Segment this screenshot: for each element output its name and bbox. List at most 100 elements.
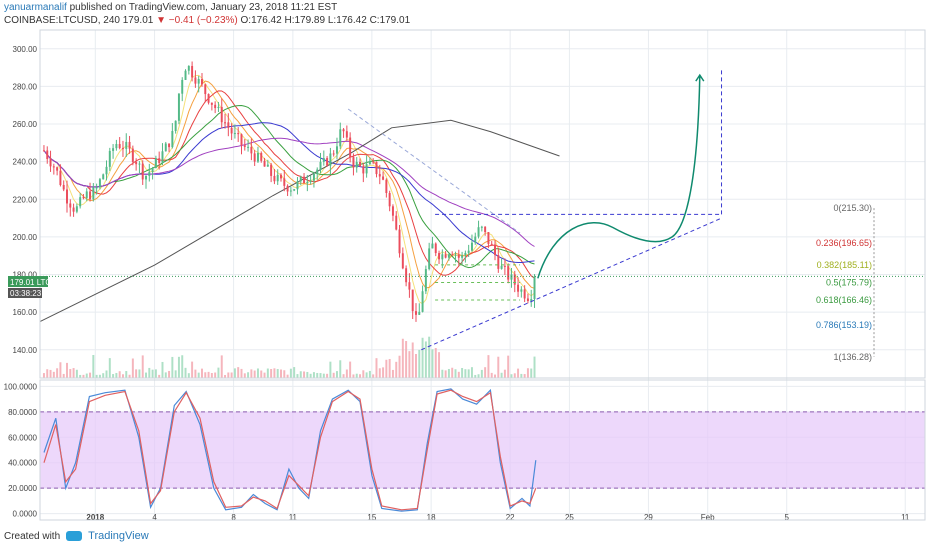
candle-body <box>329 153 332 166</box>
volume-bar <box>385 359 388 378</box>
candle-body <box>474 236 477 243</box>
volume-bar <box>56 368 59 378</box>
author-link[interactable]: yanuarmanalif <box>4 2 67 13</box>
candle-body <box>405 268 408 283</box>
candle-body <box>62 184 65 190</box>
candle-body <box>523 289 526 299</box>
fib-level-label: 0.382(185.11) <box>817 260 872 270</box>
volume-bar <box>270 368 273 378</box>
volume-bar <box>260 370 263 378</box>
stoch-tick-label: 80.0000 <box>8 408 37 417</box>
moving-average-line <box>43 137 535 247</box>
volume-bar <box>405 341 408 378</box>
candle-body <box>470 242 473 251</box>
volume-bar <box>220 355 223 378</box>
volume-bar <box>108 358 111 378</box>
volume-bar <box>401 338 404 378</box>
high-label: H: <box>284 15 295 26</box>
candle-body <box>388 193 391 207</box>
volume-bar <box>151 369 154 378</box>
x-tick-label: 11 <box>289 513 298 522</box>
volume-bar <box>372 374 375 378</box>
candle-body <box>418 311 421 315</box>
volume-bar <box>451 367 454 378</box>
candle-body <box>408 282 411 290</box>
volume-bar <box>349 361 352 378</box>
volume-bar <box>164 372 167 378</box>
volume-bar <box>276 369 279 378</box>
candle-body <box>194 77 197 84</box>
candle-body <box>52 166 55 168</box>
tradingview-brand[interactable]: TradingView <box>88 530 149 542</box>
y-tick-label: 180.00 <box>13 271 38 280</box>
candle-body <box>444 254 447 258</box>
volume-bar <box>461 368 464 378</box>
volume-bar <box>42 373 45 378</box>
candle-body <box>503 265 506 267</box>
published-text: published on TradingView.com, January 23… <box>69 2 338 13</box>
candle-body <box>200 79 203 85</box>
candle-body <box>240 134 243 146</box>
main-pane[interactable] <box>40 30 925 378</box>
volume-bar <box>503 369 506 378</box>
volume-bar <box>184 367 187 378</box>
volume-bar <box>191 361 194 378</box>
candle-body <box>125 141 128 149</box>
long-moving-average-line <box>39 119 560 323</box>
volume-bar <box>247 372 250 378</box>
volume-bar <box>171 356 174 378</box>
volume-bar <box>145 372 148 378</box>
candle-body <box>131 148 134 162</box>
y-tick-label: 160.00 <box>13 308 38 317</box>
volume-bar <box>517 368 520 378</box>
candle-body <box>467 250 470 253</box>
y-tick-label: 260.00 <box>13 120 38 129</box>
candle-body <box>520 289 523 292</box>
candle-body <box>421 291 424 312</box>
volume-bar <box>391 369 394 378</box>
volume-bar <box>62 373 65 378</box>
volume-bar <box>59 362 62 378</box>
candle-body <box>247 146 250 148</box>
volume-bar <box>424 341 427 378</box>
candle-body <box>141 163 144 180</box>
candle-body <box>89 191 92 200</box>
volume-bar <box>227 372 230 378</box>
tradingview-logo-icon[interactable] <box>66 531 83 541</box>
candle-body <box>335 146 338 154</box>
candle-body <box>296 181 299 190</box>
candle-body <box>171 130 174 148</box>
volume-bar <box>316 372 319 378</box>
volume-bar <box>135 369 138 378</box>
candle-body <box>480 226 483 228</box>
candle-body <box>253 153 256 162</box>
candle-body <box>362 166 365 174</box>
candle-body <box>359 161 362 167</box>
symbol-label[interactable]: COINBASE:LTCUSD, 240 <box>4 15 120 26</box>
candle-body <box>95 187 98 189</box>
volume-bar <box>411 342 414 378</box>
volume-bar <box>365 372 368 378</box>
candle-body <box>233 133 236 135</box>
stoch-tick-label: 60.0000 <box>8 433 37 442</box>
candle-body <box>161 151 164 163</box>
volume-bar <box>470 367 473 378</box>
main-pane-border <box>39 29 926 379</box>
candle-body <box>461 255 464 258</box>
candle-body <box>243 145 246 147</box>
candle-body <box>431 243 434 249</box>
volume-bar <box>487 355 490 378</box>
candle-body <box>224 122 227 124</box>
volume-bar <box>447 368 450 378</box>
volume-bar <box>181 355 184 378</box>
chart-header: yanuarmanalif published on TradingView.c… <box>4 2 410 27</box>
candle-body <box>177 93 180 121</box>
candle-body <box>187 65 190 71</box>
descending-trendline <box>347 108 521 234</box>
candle-body <box>306 181 309 184</box>
fib-level-label: 0.5(175.79) <box>826 277 872 287</box>
candle-body <box>293 189 296 191</box>
volume-bar <box>75 369 78 378</box>
volume-bar <box>283 370 286 378</box>
